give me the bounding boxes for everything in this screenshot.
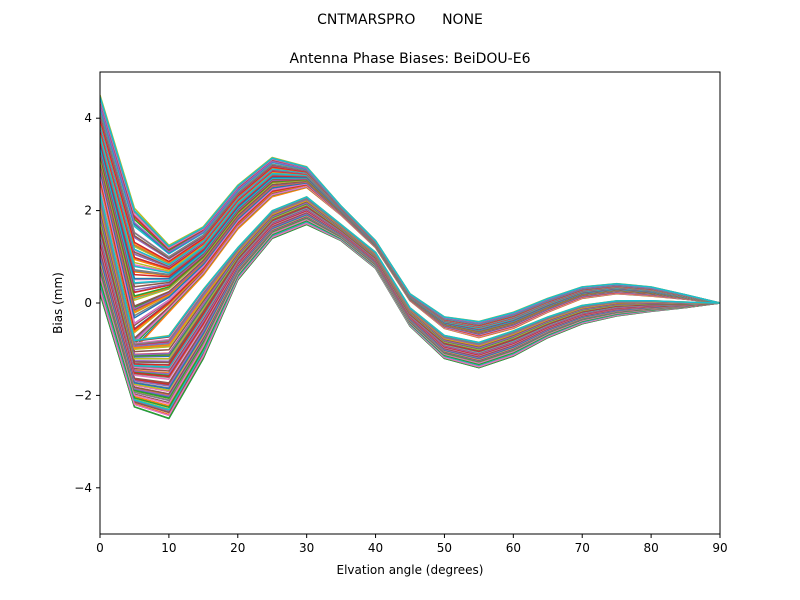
series-line bbox=[100, 222, 720, 417]
y-axis: −4 −2 0 2 4 bbox=[74, 111, 100, 495]
x-tick-label: 30 bbox=[299, 541, 314, 555]
y-tick-label: −2 bbox=[74, 388, 92, 402]
series-line bbox=[100, 96, 720, 323]
y-tick-label: 2 bbox=[84, 204, 92, 218]
x-tick-label: 20 bbox=[230, 541, 245, 555]
y-tick-label: −4 bbox=[74, 481, 92, 495]
x-tick-label: 90 bbox=[712, 541, 727, 555]
x-tick-label: 60 bbox=[506, 541, 521, 555]
series-layer bbox=[100, 94, 720, 420]
chart-title: Antenna Phase Biases: BeiDOU-E6 bbox=[290, 51, 531, 67]
x-tick-label: 0 bbox=[96, 541, 104, 555]
figure-suptitle: CNTMARSPRO NONE bbox=[317, 12, 483, 28]
y-axis-label: Bias (mm) bbox=[51, 272, 65, 334]
x-tick-label: 10 bbox=[161, 541, 176, 555]
series-line bbox=[100, 192, 720, 344]
series-line bbox=[100, 197, 720, 346]
x-axis-label: Elvation angle (degrees) bbox=[337, 563, 484, 577]
x-tick-label: 70 bbox=[575, 541, 590, 555]
x-tick-label: 50 bbox=[437, 541, 452, 555]
x-tick-label: 40 bbox=[368, 541, 383, 555]
y-tick-label: 4 bbox=[84, 111, 92, 125]
x-tick-label: 80 bbox=[643, 541, 658, 555]
y-tick-label: 0 bbox=[84, 296, 92, 310]
x-axis: 0 10 20 30 40 50 60 70 80 90 bbox=[96, 534, 728, 555]
